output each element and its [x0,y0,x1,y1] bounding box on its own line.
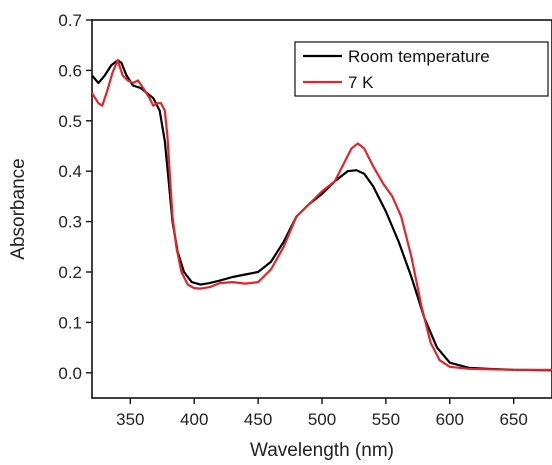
y-tick-label: 0.2 [58,263,82,282]
series-line-7-k [92,59,552,371]
x-tick-label: 550 [372,410,400,429]
legend: Room temperature 7 K [294,41,549,97]
x-tick-label: 450 [244,410,272,429]
y-tick-label: 0.1 [58,313,82,332]
y-tick-label: 0.7 [58,11,82,30]
legend-box [294,41,549,97]
y-tick-label: 0.3 [58,213,82,232]
series-line-room-temperature [92,59,552,372]
series-layer [92,59,552,372]
x-tick-label: 650 [499,410,527,429]
x-tick-label: 350 [116,410,144,429]
x-tick-label: 500 [308,410,336,429]
y-tick-label: 0.5 [58,112,82,131]
x-axis-title: Wavelength (nm) [250,440,394,461]
y-axis-title: Absorbance [8,158,29,259]
x-tick-label: 600 [436,410,464,429]
x-tick-label: 400 [180,410,208,429]
legend-label-room-temperature: Room temperature [348,47,490,66]
x-axis-ticks: 350 400 450 500 550 600 650 [116,398,528,429]
y-axis-ticks: 0.0 0.1 0.2 0.3 0.4 0.5 0.6 0.7 [58,11,92,383]
legend-label-7k: 7 K [348,73,374,92]
y-tick-label: 0.0 [58,364,82,383]
y-tick-label: 0.6 [58,61,82,80]
y-tick-label: 0.4 [58,162,82,181]
